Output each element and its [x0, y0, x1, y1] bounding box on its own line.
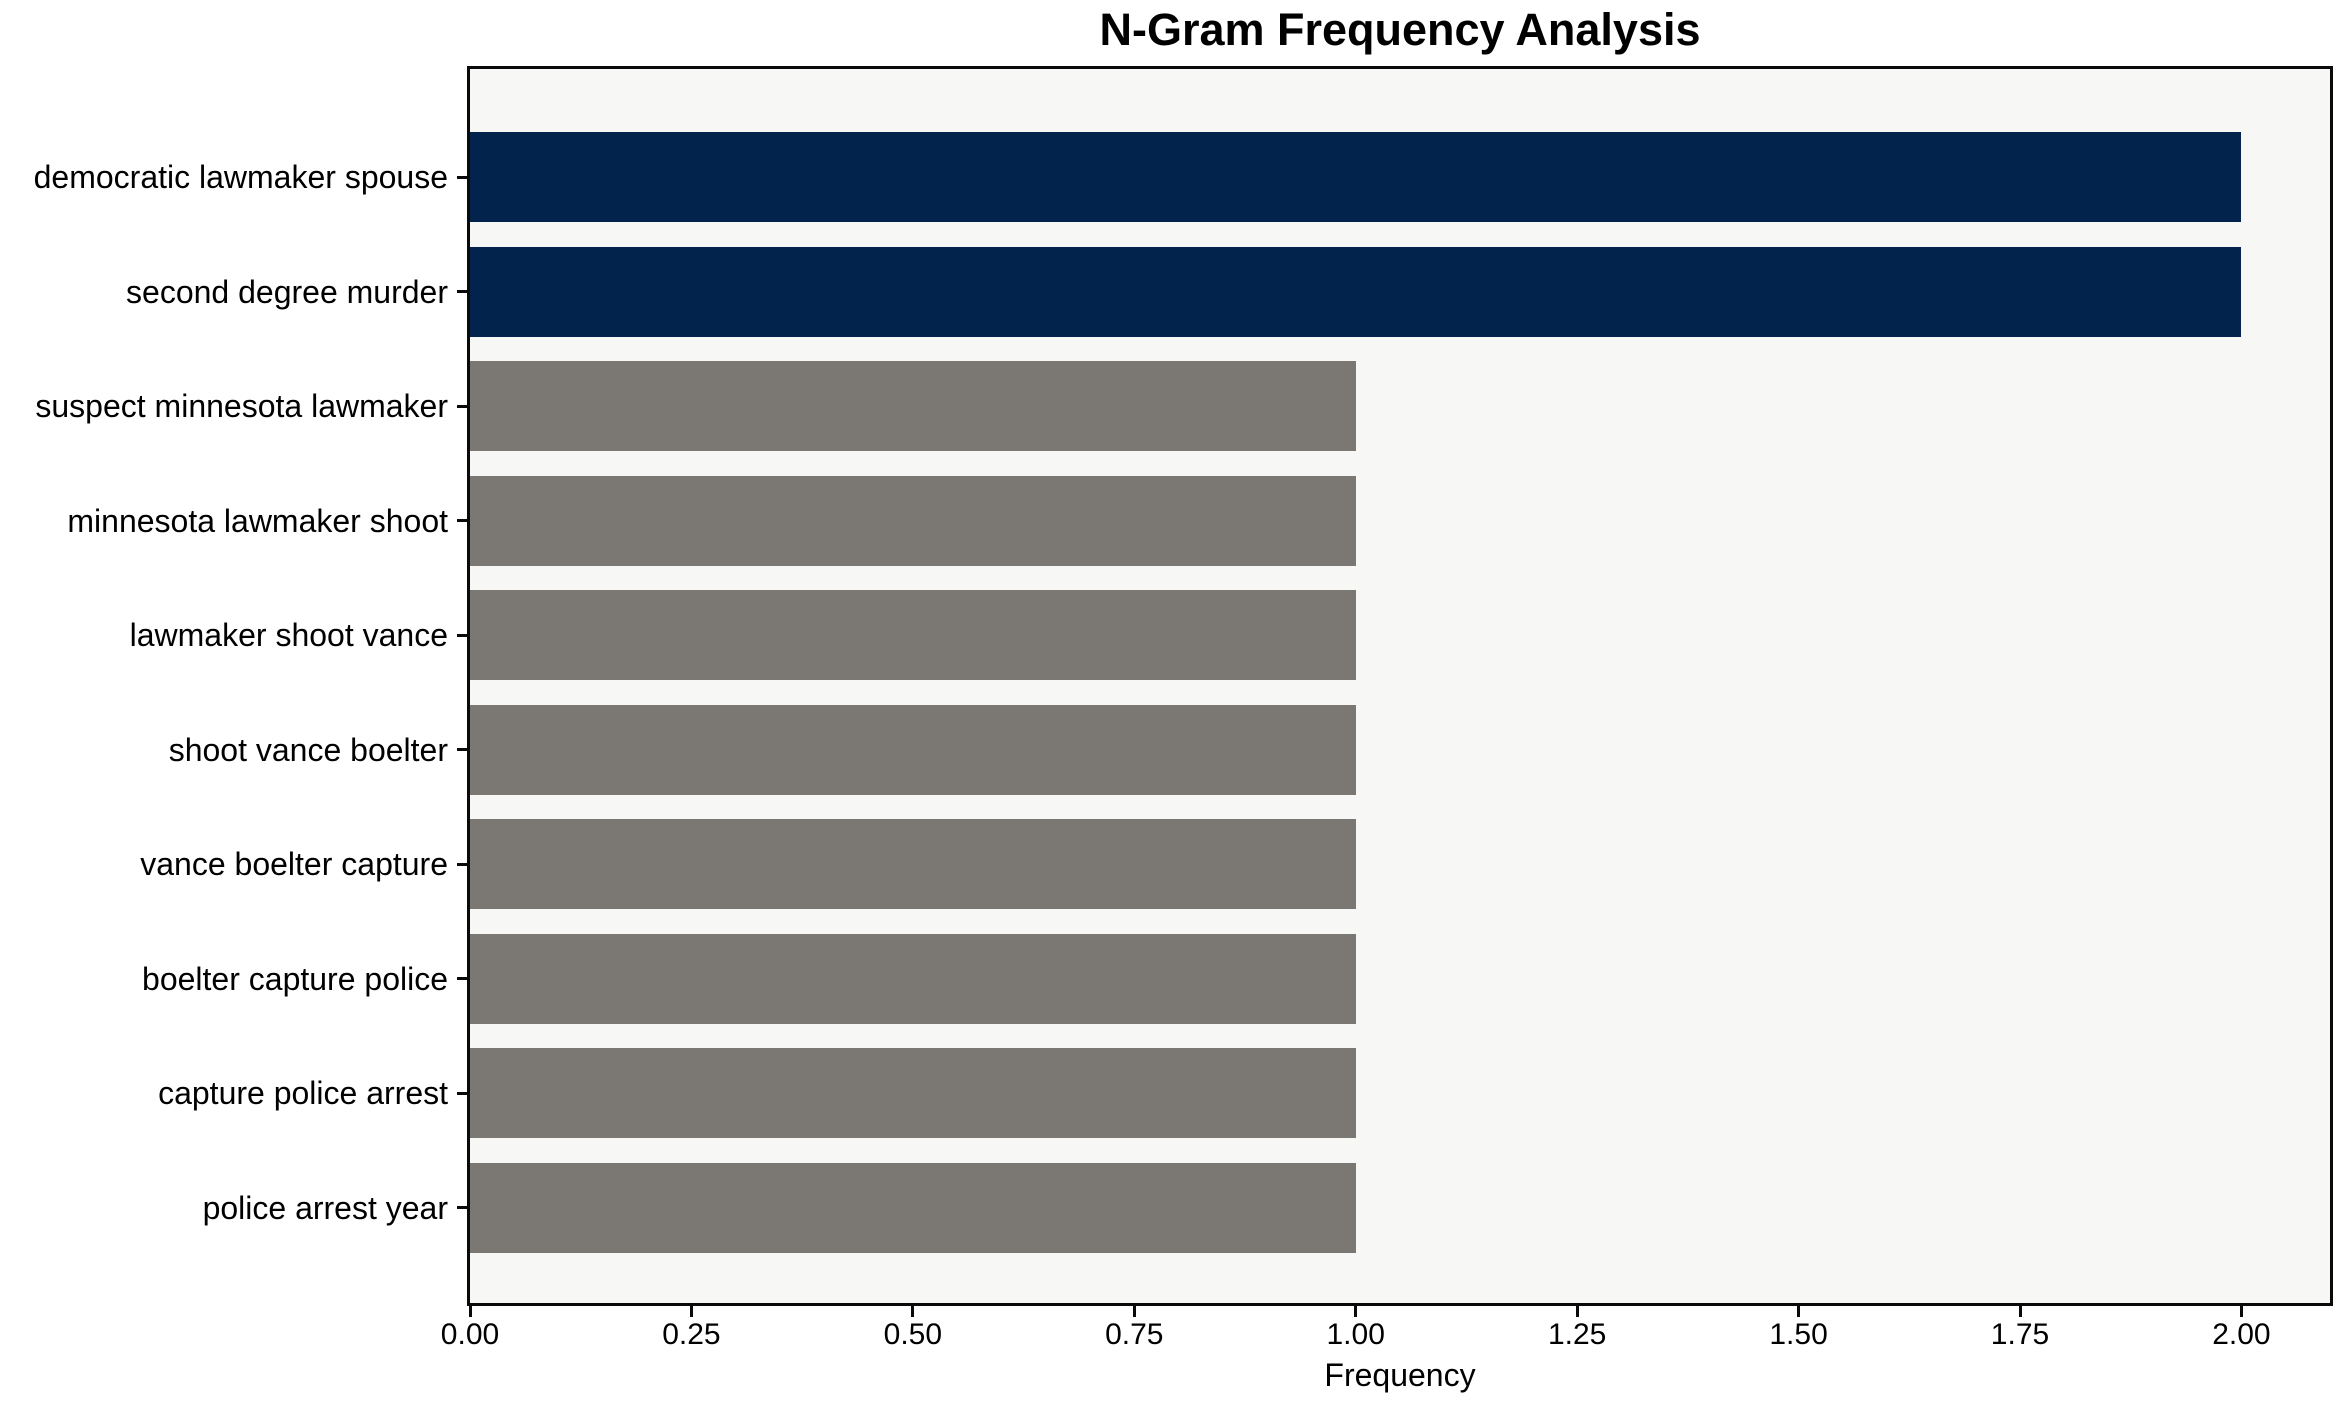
x-tick-label: 1.00	[1326, 1318, 1385, 1351]
x-tick-mark	[1354, 1303, 1358, 1317]
x-tick-mark	[689, 1303, 693, 1317]
plot-area	[470, 69, 2330, 1303]
y-tick-mark	[457, 175, 470, 179]
bar-capture-police-arrest	[470, 1048, 1356, 1139]
bar-vance-boelter-capture	[470, 819, 1356, 910]
bar-boelter-capture-police	[470, 933, 1356, 1024]
bar-minnesota-lawmaker-shoot	[470, 475, 1356, 566]
x-tick-mark	[1132, 1303, 1136, 1317]
y-tick-label: minnesota lawmaker shoot	[67, 502, 448, 539]
bar-second-degree-murder	[470, 246, 2242, 337]
y-tick-mark	[457, 290, 470, 294]
x-tick-mark	[1575, 1303, 1579, 1317]
y-tick-mark	[457, 519, 470, 523]
x-tick-label: 2.00	[2212, 1318, 2271, 1351]
x-tick-label: 0.50	[883, 1318, 943, 1351]
bar-lawmaker-shoot-vance	[470, 590, 1356, 681]
x-tick-mark	[2018, 1303, 2022, 1317]
y-tick-label: suspect minnesota lawmaker	[35, 388, 448, 425]
y-tick-mark	[457, 862, 470, 866]
bar-police-arrest-year	[470, 1162, 1356, 1253]
bar-suspect-minnesota-lawmaker	[470, 361, 1356, 452]
x-tick-mark	[1797, 1303, 1801, 1317]
bar-shoot-vance-boelter	[470, 704, 1356, 795]
x-tick-label: 1.75	[1990, 1318, 2050, 1351]
y-tick-mark	[457, 404, 470, 408]
y-tick-mark	[457, 633, 470, 637]
x-tick-label: 1.50	[1769, 1318, 1828, 1351]
y-tick-label: lawmaker shoot vance	[129, 617, 448, 654]
x-tick-mark	[468, 1303, 472, 1317]
x-tick-mark	[911, 1303, 915, 1317]
y-tick-label: shoot vance boelter	[168, 731, 448, 768]
x-tick-label: 0.25	[662, 1318, 721, 1351]
bar-democratic-lawmaker-spouse	[470, 132, 2242, 222]
y-tick-mark	[457, 977, 470, 981]
y-tick-label: boelter capture police	[142, 960, 448, 997]
x-tick-label: 0.75	[1105, 1318, 1164, 1351]
chart-title: N-Gram Frequency Analysis	[1099, 4, 1701, 55]
y-tick-label: democratic lawmaker spouse	[33, 159, 448, 195]
y-tick-label: police arrest year	[202, 1189, 448, 1226]
y-tick-mark	[457, 1206, 470, 1210]
x-tick-label: 0.00	[440, 1318, 500, 1351]
x-tick-label: 1.25	[1547, 1318, 1607, 1351]
y-tick-label: second degree murder	[126, 273, 448, 310]
y-tick-mark	[457, 748, 470, 752]
y-tick-label: capture police arrest	[158, 1075, 448, 1112]
y-tick-mark	[457, 1091, 470, 1095]
x-tick-mark	[2239, 1303, 2243, 1317]
x-axis-label: Frequency	[1324, 1357, 1476, 1393]
y-tick-label: vance boelter capture	[140, 846, 448, 883]
